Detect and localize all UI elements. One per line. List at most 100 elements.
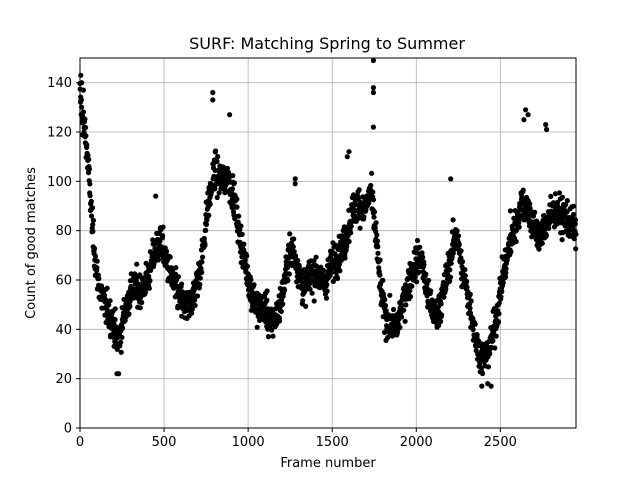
data-point — [90, 217, 96, 223]
data-point — [338, 257, 344, 263]
data-point — [527, 201, 533, 207]
data-point — [295, 257, 301, 263]
data-point — [525, 112, 531, 118]
data-point — [571, 211, 577, 218]
data-point — [293, 253, 299, 259]
data-point — [370, 189, 376, 195]
data-point — [513, 238, 519, 245]
data-point — [536, 246, 542, 252]
data-point — [194, 293, 201, 299]
data-point — [216, 190, 222, 196]
data-point — [374, 238, 381, 244]
data-point — [344, 154, 350, 160]
data-point — [507, 208, 513, 214]
data-point — [280, 301, 286, 307]
data-point — [348, 223, 354, 229]
data-point — [264, 297, 270, 303]
data-point — [352, 213, 358, 219]
data-point — [426, 277, 432, 284]
data-point — [106, 302, 112, 308]
data-point — [282, 287, 288, 293]
data-point — [254, 324, 260, 330]
data-point — [356, 187, 362, 193]
data-point — [467, 291, 473, 297]
data-point — [496, 311, 502, 317]
data-point — [148, 267, 154, 273]
data-point — [213, 148, 219, 154]
data-point — [116, 371, 122, 377]
data-point — [139, 299, 145, 306]
data-point — [90, 222, 96, 228]
data-point — [112, 306, 118, 312]
data-point — [210, 97, 216, 103]
data-point — [241, 241, 247, 247]
data-point — [487, 351, 493, 357]
data-point — [150, 237, 156, 243]
x-tick-label: 2500 — [484, 435, 517, 450]
data-point — [230, 173, 236, 179]
data-point — [291, 249, 297, 255]
data-point — [403, 302, 409, 308]
data-point — [192, 302, 198, 309]
data-point — [467, 305, 473, 311]
data-point — [496, 300, 502, 306]
data-point — [382, 297, 388, 303]
data-point — [231, 180, 237, 186]
data-point — [212, 186, 218, 192]
data-point — [570, 203, 577, 209]
data-point — [307, 286, 313, 292]
data-point — [234, 204, 240, 210]
data-point — [238, 223, 244, 229]
data-point — [377, 272, 383, 278]
data-point — [417, 244, 423, 250]
data-point — [78, 72, 84, 78]
scatter-points — [77, 57, 579, 389]
data-point — [269, 327, 275, 333]
data-point — [134, 261, 140, 267]
data-point — [436, 322, 442, 328]
data-point — [520, 187, 526, 193]
data-point — [361, 214, 367, 220]
data-point — [192, 297, 198, 303]
data-point — [298, 275, 304, 281]
data-point — [336, 261, 342, 267]
data-point — [546, 225, 552, 231]
data-point — [217, 180, 224, 186]
data-point — [290, 244, 296, 250]
data-point — [559, 194, 566, 200]
data-point — [323, 295, 330, 301]
data-point — [206, 212, 212, 218]
data-point — [462, 267, 468, 273]
data-point — [467, 310, 474, 316]
data-point — [147, 277, 153, 284]
data-point — [94, 258, 100, 264]
data-point — [153, 193, 159, 199]
data-point — [409, 283, 415, 289]
data-point — [438, 318, 444, 325]
data-point — [373, 220, 379, 226]
data-point — [423, 271, 429, 277]
data-point — [88, 213, 95, 219]
data-point — [455, 233, 462, 239]
data-point — [375, 250, 381, 256]
data-point — [346, 238, 352, 245]
data-point — [371, 214, 377, 220]
data-point — [334, 275, 341, 282]
data-point — [387, 292, 393, 298]
data-point — [401, 307, 407, 313]
data-point — [448, 260, 454, 266]
data-point — [227, 112, 233, 118]
x-tick-label: 500 — [152, 435, 177, 450]
data-point — [200, 254, 206, 260]
data-point — [92, 253, 99, 259]
data-point — [178, 281, 185, 287]
plot-frame — [79, 57, 577, 429]
data-point — [142, 289, 148, 295]
data-point — [250, 290, 256, 296]
data-point — [155, 257, 161, 263]
data-point — [202, 242, 208, 248]
data-point — [104, 285, 110, 291]
y-tick-label: 120 — [47, 126, 72, 141]
data-point — [543, 122, 549, 128]
data-point — [313, 263, 319, 269]
